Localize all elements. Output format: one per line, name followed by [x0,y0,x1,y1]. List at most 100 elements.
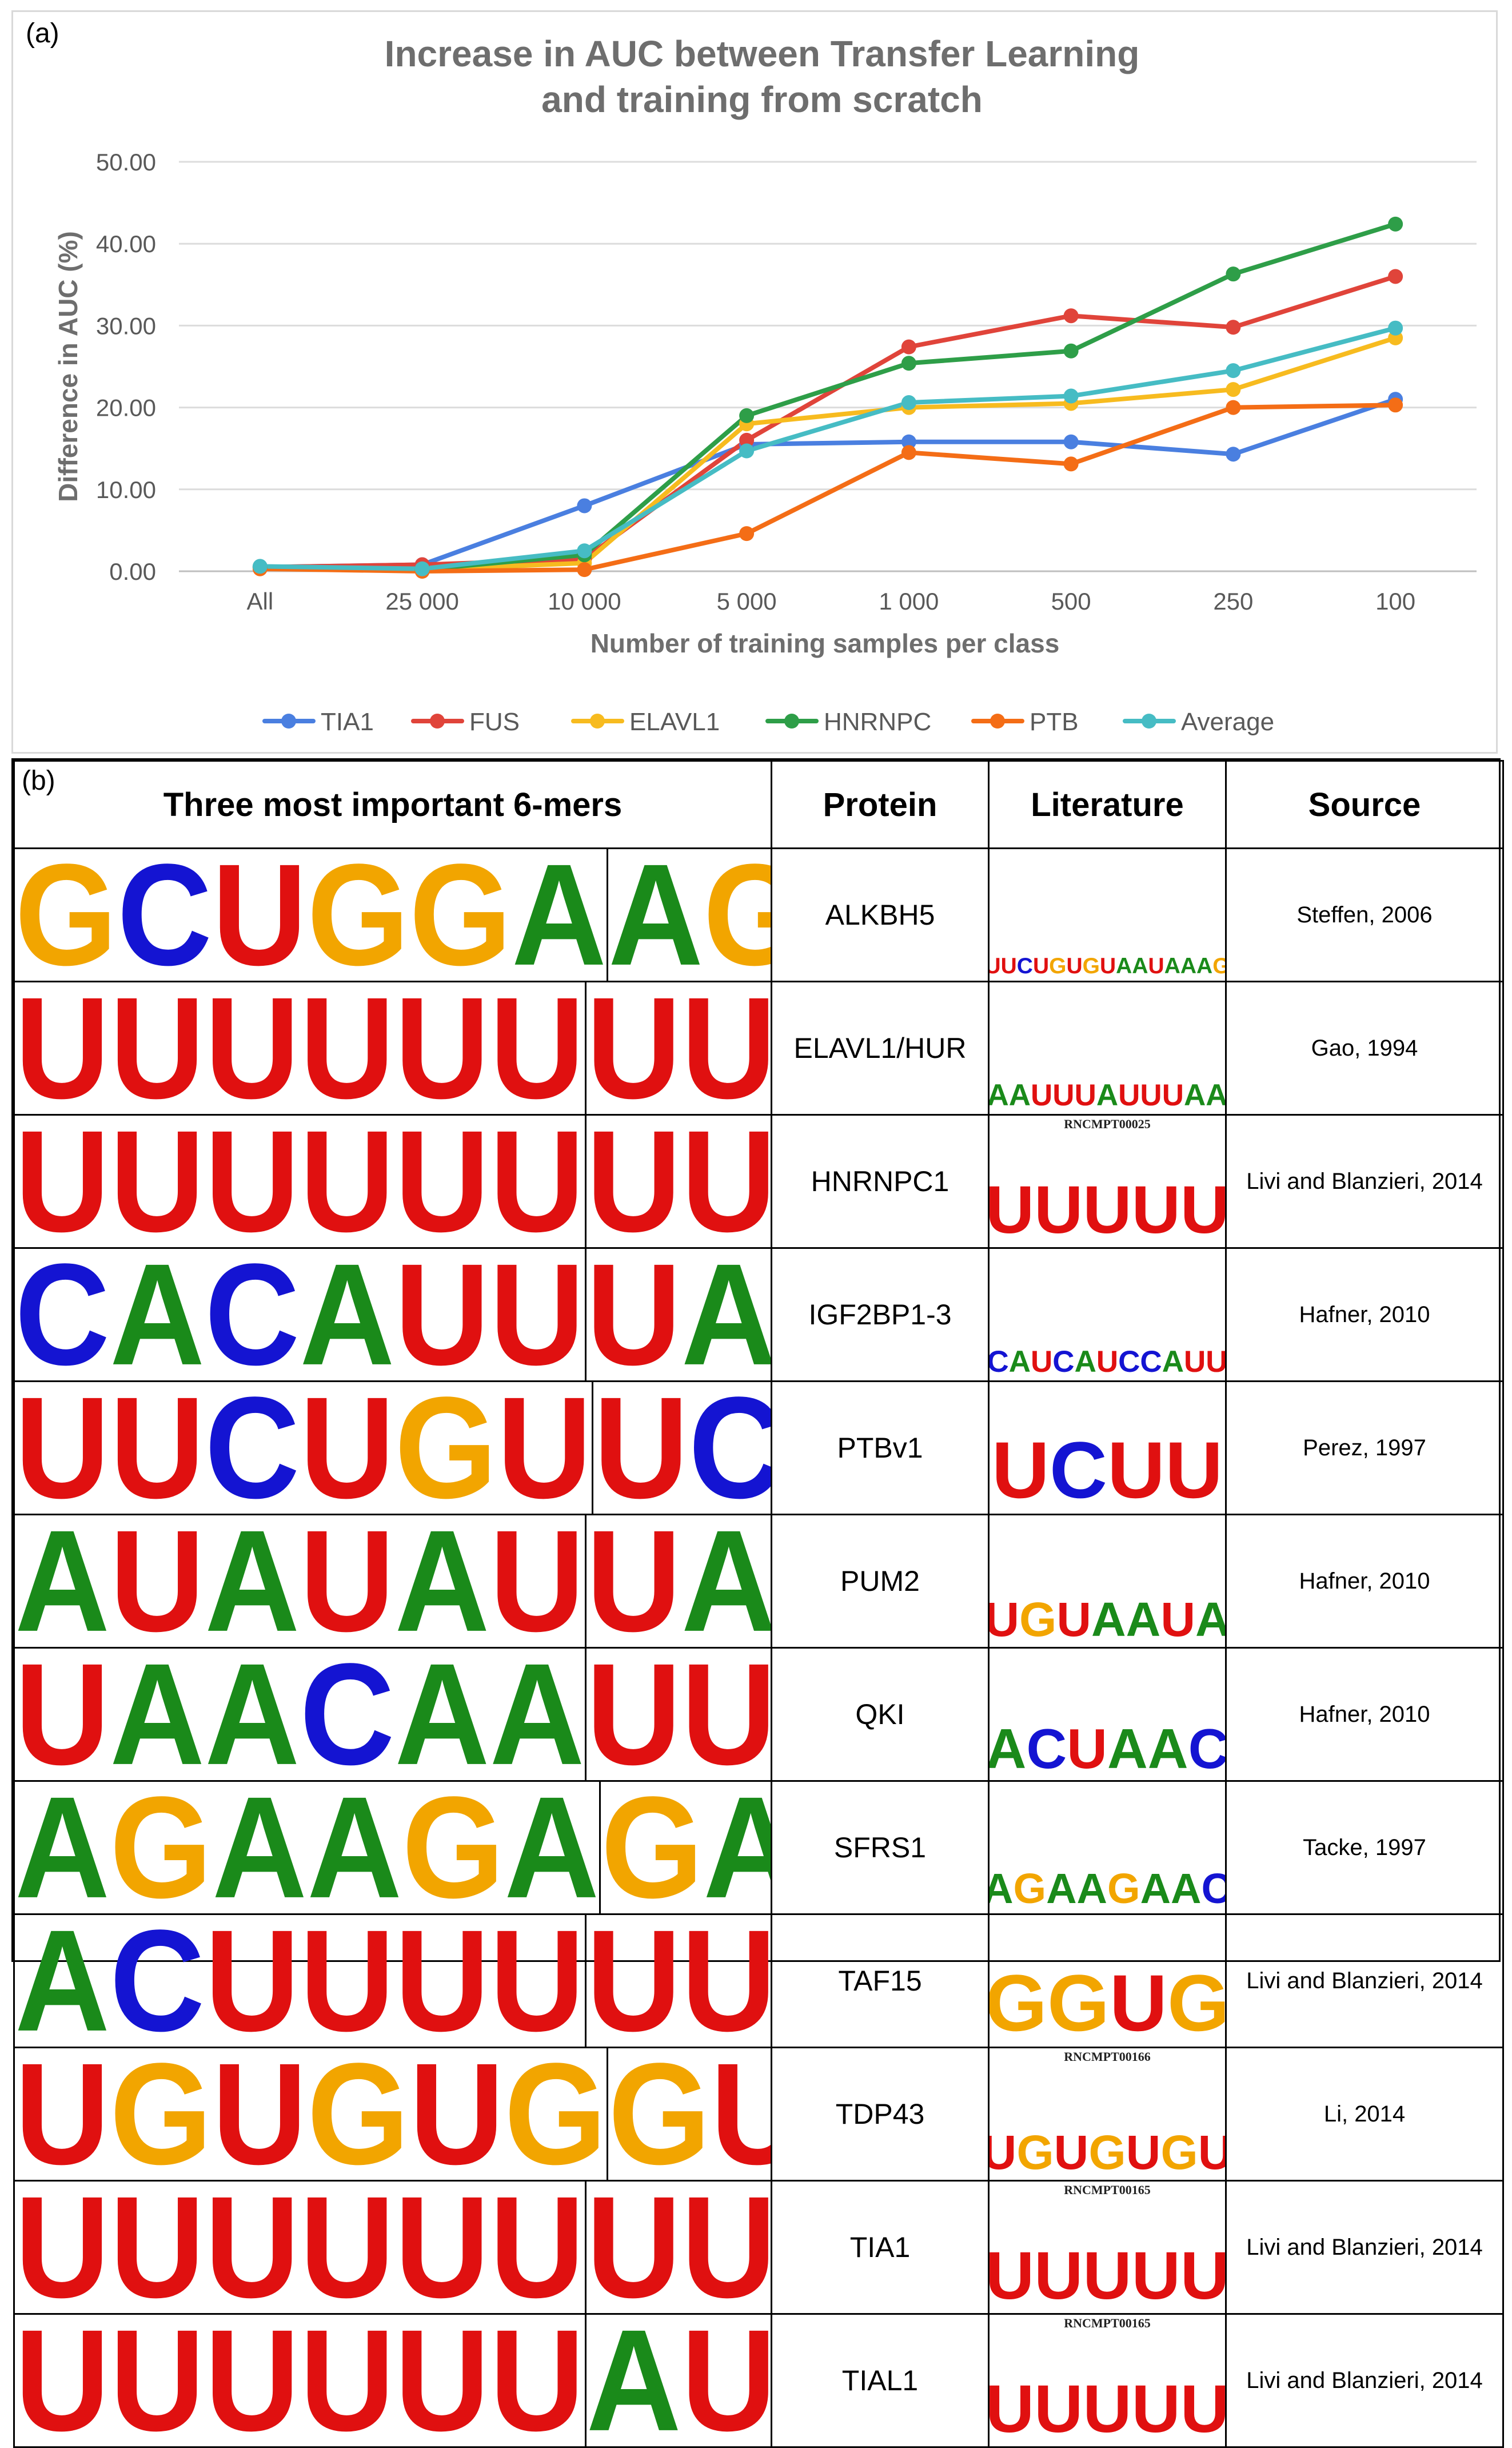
kmer-letter-g: G [307,2047,410,2181]
data-point-average [739,443,755,459]
literature-letter-g: G [1049,954,1067,978]
kmer-letter-a: A [15,1514,110,1648]
kmer-letter-u: U [110,1114,205,1248]
kmer-letter-u: U [586,981,681,1115]
kmer-letter-g: G [608,2047,711,2181]
kmer-letter-u: U [394,2180,490,2314]
data-point-hnrnpc [1063,343,1079,359]
kmer-letter-a: A [394,1647,490,1781]
literature-letter-c: C [988,1345,1009,1379]
protein-cell: TAF15 [771,1913,990,2048]
source-cell: Li, 2014 [1225,2047,1504,2182]
literature-letter-a: A [1074,1345,1096,1379]
kmer-logo: GAGGAG [599,1782,770,1913]
kmers-group: AUAUAUUAUAUAUAAAUA [15,1514,772,1648]
kmer-letter-u: U [15,2180,110,2314]
kmer-letter-g: G [110,1781,213,1914]
data-point-average [414,561,430,576]
kmer-letter-u: U [15,1114,110,1248]
kmers-group: UUCUGUUCUCUGUCUGUC [16,1381,770,1515]
x-axis-label: Number of training samples per class [591,628,1060,658]
table-row: ACUUUUUUUAUAUAUACATAF15GGUGLivi and Blan… [13,1913,1504,2048]
literature-letter-a: A [1091,1593,1126,1646]
y-tick-label: 20.00 [96,395,156,421]
literature-letter-u: U [1096,1345,1119,1379]
literature-letter-a: A [1116,954,1132,978]
literature-letter-u: U [1131,2238,1180,2314]
kmer-letter-u: U [15,2047,110,2181]
series-line-fus [257,274,1398,570]
literature-letter-u: U [991,955,1001,977]
literature-letter-u: U [1206,1345,1226,1379]
kmers-cell: UUUUUUUUUUUAUUUUAUU [13,2180,772,2315]
kmers-cell: ACUUUUUUUAUAUAUACA [13,1913,772,2048]
kmer-letter-u: U [586,1914,681,2048]
literature-letter-u: U [1066,954,1083,978]
kmer-letter-u: U [300,1381,395,1515]
literature-logo: UUCUGUGUAAUAAAG [988,847,1227,982]
kmer-letter-u: U [681,1114,772,1248]
literature-letter-u: U [1162,1078,1184,1112]
literature-letter-a: A [1147,1717,1188,1780]
legend-label-hnrnpc: HNRNPC [824,708,931,736]
data-point-ptb [1226,400,1241,415]
literature-letter-c: C [1052,1345,1075,1379]
protein-cell: PTBv1 [771,1380,990,1515]
literature-letter-g: G [1016,2125,1054,2179]
source-cell: Livi and Blanzieri, 2014 [1225,2313,1504,2448]
literature-letter-u: U [988,2238,1035,2314]
kmer-letter-u: U [205,2180,300,2314]
data-point-ptb [1063,456,1079,472]
kmer-letter-c: C [117,848,213,982]
literature-letter-u: U [1118,1078,1140,1112]
kmer-letter-u: U [212,2047,308,2181]
kmer-letter-u: U [394,1914,490,2048]
kmer-letter-u: U [497,1381,592,1515]
literature-letter-g: G [1019,1593,1057,1646]
kmer-letter-u: U [586,1114,681,1248]
kmer-letter-u: U [15,2314,110,2447]
x-tick-label: 25 000 [385,588,458,615]
literature-letter-a: A [1076,1865,1107,1912]
literature-letter-u: U [1131,2371,1180,2447]
literature-letter-u: U [1083,2238,1132,2314]
kmer-letter-a: A [15,1914,110,2048]
kmer-letter-a: A [608,848,704,982]
data-point-fus [1388,269,1403,284]
data-point-average [577,543,592,559]
x-tick-label: 250 [1213,588,1253,615]
literature-letter-c: C [1118,1345,1140,1379]
table-row: AGAAGAGAGGAGGAGGAASFRS1AGAAGAACTacke, 19… [13,1780,1504,1915]
literature-letter-a: A [1140,1865,1171,1912]
legend-marker-average [1142,714,1156,729]
literature-letter-u: U [1140,1078,1162,1112]
literature-letter-u: U [1126,2125,1161,2179]
literature-letter-a: A [1132,954,1148,978]
kmer-letter-u: U [110,1381,205,1515]
data-point-elavl1 [1226,382,1241,397]
kmer-letter-u: U [489,2314,585,2447]
literature-letter-a: A [1196,954,1213,978]
kmer-letter-u: U [409,2047,505,2181]
literature-letter-c: C [1201,1868,1224,1910]
data-point-ptb [1388,397,1403,413]
kmer-letter-u: U [110,2180,205,2314]
table-row: UAACAAUUAACAACUAACQKIACUAACHafner, 2010 [13,1647,1504,1782]
kmer-letter-a: A [681,1248,772,1382]
kmer-letter-u: U [212,848,308,982]
kmer-letter-u: U [394,1248,490,1382]
kmer-letter-u: U [205,2314,300,2447]
kmer-letter-a: A [681,1514,772,1648]
line-chart: Increase in AUC between Transfer Learnin… [53,33,1477,736]
